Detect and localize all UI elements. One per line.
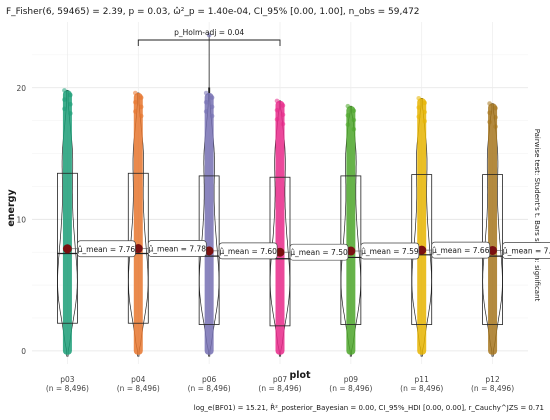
point-p07 [274, 117, 280, 122]
point-p11 [416, 105, 422, 110]
mean-label-box [77, 240, 136, 258]
mean-point-p11 [417, 245, 427, 255]
points-p12 [488, 103, 498, 355]
point-p03 [62, 88, 67, 93]
x-tick-label-p11: p11 [415, 375, 430, 384]
point-p03 [62, 106, 67, 112]
point-p06 [209, 113, 215, 119]
mean-label-p03: μ̂_mean = 7.76 [78, 245, 136, 254]
y-axis-title: energy [6, 189, 17, 227]
point-p06 [203, 90, 209, 96]
point-p09 [351, 126, 357, 132]
x-tick-count-p07: (n = 8,496) [258, 384, 301, 393]
mean-label-p07: μ̂_mean = 7.50 [290, 248, 348, 257]
x-tick-label-p04: p04 [131, 375, 146, 384]
chart-subtitle: F_Fisher(6, 59465) = 2.39, p = 0.03, ω̂²… [6, 6, 420, 17]
point-p07 [274, 107, 280, 113]
point-p04 [138, 104, 144, 110]
x-tick-count-p11: (n = 8,496) [400, 384, 443, 393]
point-p04 [138, 95, 144, 100]
mean-label-p04: μ̂_mean = 7.78 [149, 245, 207, 254]
mean-label-box [218, 242, 278, 260]
point-p04 [138, 113, 144, 119]
point-p09 [345, 103, 351, 109]
point-p06 [203, 109, 209, 114]
point-p12 [493, 115, 498, 120]
point-p12 [493, 124, 498, 129]
point-p11 [422, 100, 428, 106]
point-p09 [345, 113, 351, 118]
mean-label-box [431, 241, 491, 259]
x-tick-label-p09: p09 [344, 375, 359, 384]
point-p12 [493, 105, 498, 111]
point-p03 [68, 92, 73, 98]
point-p04 [132, 109, 138, 114]
side-caption: Pairwise test: Student's t. Bars shown: … [533, 129, 541, 302]
points-p06 [204, 93, 214, 355]
mean-label-box [147, 240, 207, 257]
point-p09 [351, 117, 357, 123]
points-p03 [62, 90, 72, 355]
y-tick-label: 20 [16, 84, 26, 93]
point-p09 [351, 108, 357, 114]
point-p07 [280, 112, 286, 118]
mean-label-p12: μ̂_mean = 7.63 [503, 246, 550, 255]
point-p07 [280, 121, 286, 127]
point-p07 [274, 98, 280, 104]
mean-point-p06 [204, 246, 214, 256]
point-p06 [203, 99, 209, 105]
point-p06 [209, 95, 215, 100]
point-p06 [209, 104, 215, 110]
bottom-caption: log_e(BF01) = 15.21, R̂²_posterior_Bayes… [194, 404, 544, 412]
y-tick-label: 10 [16, 215, 26, 224]
mean-point-p09 [346, 246, 356, 256]
point-p12 [487, 119, 492, 125]
point-p03 [68, 111, 73, 116]
points-p04 [133, 93, 143, 355]
mean-point-p04 [133, 244, 143, 254]
x-tick-count-p09: (n = 8,496) [329, 384, 372, 393]
x-tick-count-p03: (n = 8,496) [46, 384, 89, 393]
x-tick-label-p06: p06 [202, 375, 217, 384]
point-p03 [68, 101, 73, 107]
point-p12 [487, 101, 492, 106]
mean-point-p12 [488, 245, 498, 255]
point-p12 [487, 110, 492, 116]
points-p11 [417, 98, 427, 355]
point-p11 [416, 95, 422, 101]
point-p09 [345, 122, 351, 127]
mean-label-box [502, 242, 550, 259]
mean-label-p11: μ̂_mean = 7.66 [432, 246, 490, 255]
point-p03 [62, 97, 67, 102]
mean-point-p03 [62, 244, 72, 254]
point-p11 [422, 119, 428, 124]
mean-label-box [289, 243, 349, 261]
outlier-p06 [206, 32, 212, 38]
point-p11 [416, 114, 422, 120]
violin-p04 [128, 92, 149, 357]
x-tick-label-p07: p07 [273, 375, 288, 384]
mean-label-p06: μ̂_mean = 7.60 [219, 247, 277, 256]
points-p07 [275, 100, 285, 355]
mean-label-p09: μ̂_mean = 7.59 [361, 247, 419, 256]
pairwise-bracket [137, 39, 281, 46]
x-tick-count-p06: (n = 8,496) [188, 384, 231, 393]
x-tick-count-p04: (n = 8,496) [117, 384, 160, 393]
point-p07 [280, 103, 286, 108]
x-axis-title: plot [289, 370, 311, 381]
point-p04 [132, 99, 138, 105]
y-tick-label: 0 [21, 347, 26, 356]
points-p09 [346, 106, 356, 355]
point-p04 [132, 90, 138, 96]
mean-point-p07 [275, 247, 285, 257]
x-tick-label-p03: p03 [60, 375, 75, 384]
x-tick-count-p12: (n = 8,496) [471, 384, 514, 393]
x-tick-label-p12: p12 [485, 375, 500, 384]
pairwise-label: p_Holm-adj = 0.04 [174, 28, 244, 37]
violin-p06 [198, 87, 220, 357]
point-p11 [422, 109, 428, 115]
mean-label-box [360, 242, 420, 260]
